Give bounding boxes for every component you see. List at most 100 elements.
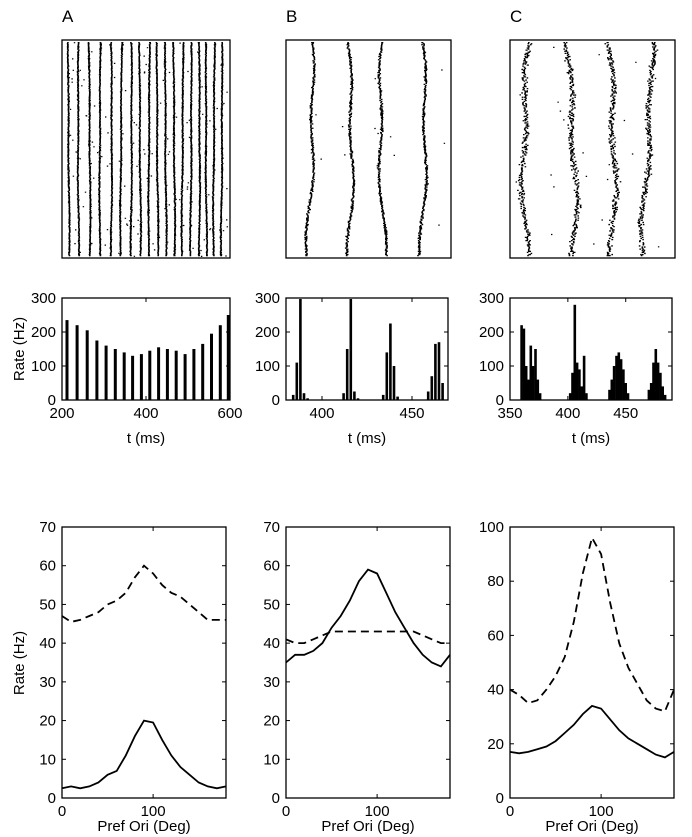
histogram-b-xtick-label: 450 (399, 405, 424, 422)
tuning-c-line-solid (509, 704, 675, 759)
histogram-c-bar (647, 389, 651, 400)
histogram-a-ytick-label: 200 (31, 324, 56, 341)
tuning-a-ylabel: Rate (Hz) (11, 631, 28, 695)
histogram-c-bar (582, 355, 586, 400)
panel-letter-b: B (286, 7, 297, 26)
histogram-c-bar (649, 383, 653, 400)
histogram-a-xlabel: t (ms) (127, 430, 165, 447)
histogram-a-bar (85, 330, 89, 400)
tuning-a-ytick-label: 10 (39, 751, 56, 768)
histogram-b-bar (342, 393, 345, 400)
raster-b-spikes (304, 42, 446, 257)
histogram-a-bar (75, 325, 79, 400)
histogram-a-xtick-label: 400 (133, 405, 158, 422)
tuning-b-ytick-label: 30 (263, 674, 280, 691)
histogram-c: 350 400 450 0 100 200 300 (479, 290, 673, 422)
histogram-c-xtick-label: 400 (555, 405, 580, 422)
histogram-c-bar (661, 386, 664, 400)
histogram-b-bar (306, 398, 309, 400)
histogram-c-bar (580, 386, 583, 400)
histogram-b-xtick-label: 400 (309, 405, 334, 422)
histogram-c-bar (536, 379, 540, 400)
tuning-a-xtick-label: 0 (58, 803, 66, 820)
tuning-b-ytick-label: 0 (272, 790, 280, 807)
tuning-b: 0 100 0 10 20 30 40 50 60 70 (263, 519, 451, 820)
histogram-c-bar (654, 349, 658, 400)
tuning-c-ytick-label: 20 (487, 736, 504, 753)
histogram-a-xtick-label: 200 (49, 405, 74, 422)
histogram-a-bar (148, 350, 152, 400)
panel-b: B 400 450 0 100 200 300 t (ms) 0 100 0 10 20 30 40 5… (255, 7, 452, 835)
histogram-a-bar (218, 325, 222, 400)
histogram-b-bar (434, 343, 437, 400)
histogram-a-bar (95, 340, 99, 400)
histogram-a-bar (201, 343, 205, 400)
tuning-b-line-dashed (285, 630, 450, 644)
histogram-c-ytick-label: 100 (479, 358, 504, 375)
histogram-b-bar (381, 394, 385, 400)
tuning-a-xlabel: Pref Ori (Deg) (97, 818, 190, 835)
tuning-b-ytick-label: 50 (263, 596, 280, 613)
histogram-c-bar (608, 389, 611, 400)
histogram-b-frame (285, 297, 449, 401)
tuning-c-line-dashed (509, 535, 675, 713)
histogram-b-bar (299, 299, 302, 400)
tuning-c-ytick-label: 60 (487, 627, 504, 644)
histogram-c-bar (659, 372, 662, 400)
histogram-c-bar (534, 349, 537, 400)
histogram-c-bar (575, 362, 579, 400)
raster-c-frame (509, 39, 676, 259)
tuning-a-ytick-label: 40 (39, 635, 56, 652)
histogram-c-bar (626, 393, 630, 400)
tuning-a-ytick-label: 20 (39, 713, 56, 730)
panel-c: C 350 400 450 0 100 200 300 t (ms) 0 100 0 20 40 60… (479, 7, 676, 835)
histogram-a-ytick-label: 0 (48, 392, 56, 409)
histogram-b-bar (437, 342, 441, 400)
histogram-b-bar (389, 323, 392, 400)
tuning-b-ytick-label: 40 (263, 635, 280, 652)
histogram-b-bar (349, 299, 353, 400)
histogram-c-frame (509, 297, 673, 401)
tuning-b-ytick-label: 20 (263, 713, 280, 730)
histogram-a-xtick-label: 600 (217, 405, 242, 422)
tuning-c-ytick-label: 0 (496, 790, 504, 807)
tuning-c-xtick-label: 100 (589, 803, 614, 820)
raster-c (509, 39, 676, 259)
raster-a (61, 39, 231, 259)
histogram-b-bar (353, 391, 356, 400)
tuning-a-line-dashed (61, 564, 226, 623)
histogram-a-bar (183, 354, 187, 400)
histogram-c-bar (624, 383, 627, 400)
tuning-c-ytick-label: 80 (487, 573, 504, 590)
tuning-b-xtick-label: 0 (282, 803, 290, 820)
histogram-b-xlabel: t (ms) (348, 430, 386, 447)
histogram-c-bar (538, 393, 542, 400)
histogram-c-bar (610, 379, 614, 400)
tuning-a: 0 100 0 10 20 30 40 50 60 70 (39, 519, 227, 820)
histogram-a-bar (131, 355, 135, 400)
histogram-a-bar (113, 349, 117, 400)
histogram-c-xtick-label: 450 (613, 405, 638, 422)
tuning-a-ytick-label: 70 (39, 519, 56, 536)
raster-b (285, 39, 452, 259)
histogram-b-ytick-label: 200 (255, 324, 280, 341)
tuning-a-frame (61, 526, 227, 799)
tuning-a-ytick-label: 60 (39, 558, 56, 575)
histogram-a-bar (226, 315, 230, 400)
raster-c-spikes (515, 42, 660, 257)
tuning-b-xtick-label: 100 (365, 803, 390, 820)
tuning-c: 0 100 0 20 40 60 80 100 (479, 519, 675, 820)
histogram-a-ytick-label: 300 (31, 290, 56, 307)
histogram-c-bar (578, 369, 581, 400)
histogram-b-bar (385, 352, 389, 400)
histogram-c-bar (585, 393, 588, 400)
histogram-a: 200 400 600 0 100 200 300 (31, 290, 243, 422)
histogram-a-bar (157, 347, 161, 400)
histogram-a-bar (104, 345, 108, 400)
histogram-c-bar (663, 394, 667, 400)
panel-letter-c: C (510, 7, 522, 26)
tuning-a-ytick-label: 0 (48, 790, 56, 807)
histogram-c-bar (522, 328, 526, 400)
histogram-c-xtick-label: 350 (497, 405, 522, 422)
